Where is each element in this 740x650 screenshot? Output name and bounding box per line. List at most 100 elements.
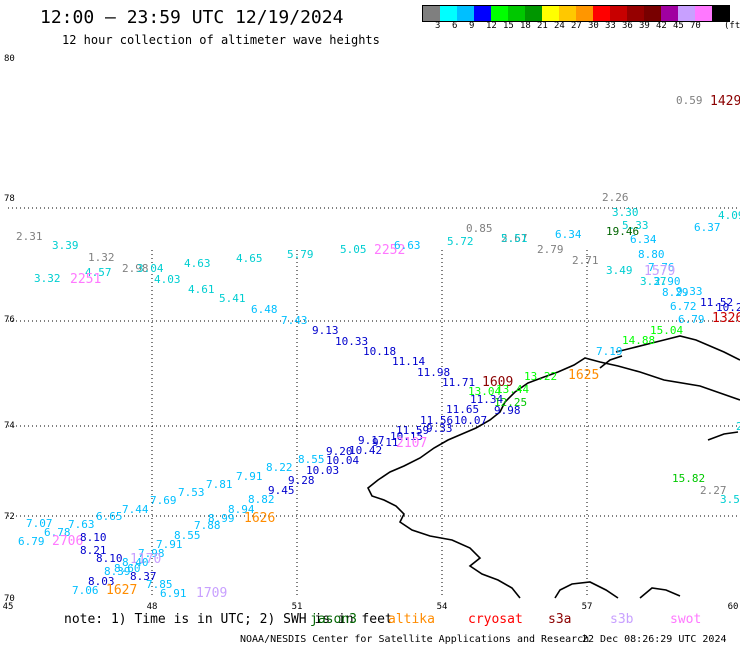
colorbar-unit: (ft)	[724, 21, 740, 31]
wave-height-label: 7.98	[138, 547, 165, 560]
coastline-segment	[599, 355, 623, 369]
colorbar-tick-label: 33	[605, 21, 616, 31]
colorbar-tick-label: 39	[639, 21, 650, 31]
coastline-segment	[554, 581, 619, 599]
wave-height-label: 4.63	[184, 257, 211, 270]
lon-label: 57	[582, 602, 593, 612]
colorbar-tick-label: 27	[571, 21, 582, 31]
wave-height-label: 2.90	[654, 275, 681, 288]
lat-label: 76	[4, 315, 15, 325]
colorbar-cell	[644, 6, 661, 21]
colorbar-cell	[576, 6, 593, 21]
wave-height-label: 2.67	[501, 232, 528, 245]
mission-legend-item: altika	[388, 612, 435, 627]
wave-height-label: 9.11	[372, 436, 399, 449]
wave-height-label: 8.94	[228, 503, 255, 516]
lon-label: 45	[3, 602, 14, 612]
wave-height-label: 3.32	[34, 272, 61, 285]
colorbar-cell	[457, 6, 474, 21]
wave-height-label: 4.65	[236, 252, 263, 265]
colorbar-cell	[440, 6, 457, 21]
wave-height-label: 2.98	[122, 262, 149, 275]
wave-height-label: 8.80	[638, 248, 665, 261]
wave-height-label: 2251	[70, 272, 101, 287]
mission-legend-item: s3a	[548, 612, 572, 627]
wave-height-label: 10.04	[326, 454, 359, 467]
wave-height-label: 2107	[396, 436, 427, 451]
wave-height-label: 12.25	[494, 396, 527, 409]
colorbar-tick-label: 15	[503, 21, 514, 31]
wave-height-label: 5.05	[340, 243, 367, 256]
colorbar-tick-label: 12	[486, 21, 497, 31]
colorbar-cell	[474, 6, 491, 21]
coastline	[366, 335, 740, 599]
mission-legend-item: s3b	[610, 612, 634, 627]
wave-height-label: 6.79	[18, 535, 45, 548]
wave-height-label: 1609	[482, 375, 513, 390]
wave-height-label: 0.59	[676, 94, 703, 107]
wave-height-label: 11.14	[392, 355, 425, 368]
wave-height-label: 2.31	[16, 230, 43, 243]
wave-height-label: 2.26	[602, 191, 629, 204]
wave-height-label: 5.72	[447, 235, 474, 248]
coastline-segment	[707, 431, 739, 441]
lon-label: 54	[437, 602, 448, 612]
lat-label: 78	[4, 194, 15, 204]
wave-height-label: 3.04	[137, 262, 164, 275]
colorbar-tick-label: 21	[537, 21, 548, 31]
colorbar-cell	[525, 6, 542, 21]
wave-height-colorbar	[422, 5, 730, 22]
lat-label: 70	[4, 594, 15, 604]
wave-height-label: 4.09	[718, 209, 740, 222]
colorbar-cell	[712, 6, 729, 21]
wave-height-label: 1579	[644, 264, 675, 279]
wave-height-label: 19.46	[606, 225, 639, 238]
colorbar-cell	[423, 6, 440, 21]
wave-height-label: 5.41	[219, 292, 246, 305]
colorbar-tick-label: 42	[656, 21, 667, 31]
colorbar-tick-label: 45	[673, 21, 684, 31]
colorbar-tick-label: 6	[452, 21, 458, 31]
colorbar-cell	[627, 6, 644, 21]
wave-height-label: 13.44	[496, 383, 529, 396]
colorbar-cell	[593, 6, 610, 21]
wave-height-label: 1627	[106, 583, 137, 598]
wave-height-label: 8.55	[298, 453, 325, 466]
footnote: note: 1) Time is in UTC; 2) SWH is in fe…	[64, 612, 393, 627]
wave-height-label: 2.71	[572, 254, 599, 267]
wave-height-label: 9.13	[312, 324, 339, 337]
colorbar-tick-label: 30	[588, 21, 599, 31]
wave-height-label: 9.98	[494, 404, 521, 417]
wave-height-label: 8.60	[114, 562, 141, 575]
wave-height-label: 8.10	[96, 552, 123, 565]
footer-timestamp: 22 Dec 08:26:29 UTC 2024	[582, 634, 727, 645]
wave-height-label: 8.10	[80, 531, 107, 544]
wave-height-label: 8.82	[248, 493, 275, 506]
wave-height-label: 15.04	[650, 324, 683, 337]
wave-height-label: 9.17	[358, 434, 385, 447]
lon-label: 51	[292, 602, 303, 612]
wave-height-label: 2252	[374, 243, 405, 258]
wave-height-label: 6.72	[670, 300, 697, 313]
wave-height-label: 9.33	[426, 422, 453, 435]
wave-height-label: 10.42	[349, 444, 382, 457]
wave-height-label: 13.04	[468, 385, 501, 398]
colorbar-cell	[661, 6, 678, 21]
wave-height-label: 7.53	[178, 486, 205, 499]
wave-height-label: 8.55	[174, 529, 201, 542]
wave-height-label: 1429	[710, 94, 740, 109]
colorbar-cell	[678, 6, 695, 21]
coastline-segment	[366, 357, 740, 599]
wave-height-label: 15.82	[672, 472, 705, 485]
wave-height-label: 2.79	[537, 243, 564, 256]
colorbar-cell	[559, 6, 576, 21]
colorbar-tick-label: 36	[622, 21, 633, 31]
wave-height-label: 7.07	[26, 517, 53, 530]
wave-height-label: 7.44	[122, 503, 149, 516]
wave-height-label: 7.43	[281, 314, 308, 327]
wave-height-label: 4.03	[154, 273, 181, 286]
wave-height-label: 9.20	[326, 445, 353, 458]
mission-legend-item: cryosat	[468, 612, 523, 627]
wave-height-label: 11.52	[700, 296, 733, 309]
